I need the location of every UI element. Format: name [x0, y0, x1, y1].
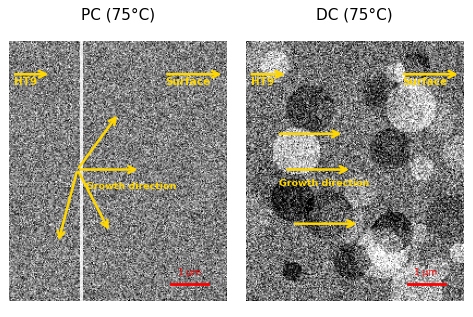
Text: 1 μm: 1 μm	[178, 268, 201, 277]
Text: Surface: Surface	[166, 77, 210, 87]
Text: Growth direction: Growth direction	[279, 179, 369, 188]
Text: Growth direction: Growth direction	[86, 182, 176, 191]
Text: HT9: HT9	[14, 77, 37, 87]
Text: HT9: HT9	[251, 77, 274, 87]
Text: Surface: Surface	[402, 77, 447, 87]
Text: DC (75°C): DC (75°C)	[316, 7, 393, 22]
Text: 1 μm: 1 μm	[414, 268, 438, 277]
Text: PC (75°C): PC (75°C)	[81, 7, 155, 22]
